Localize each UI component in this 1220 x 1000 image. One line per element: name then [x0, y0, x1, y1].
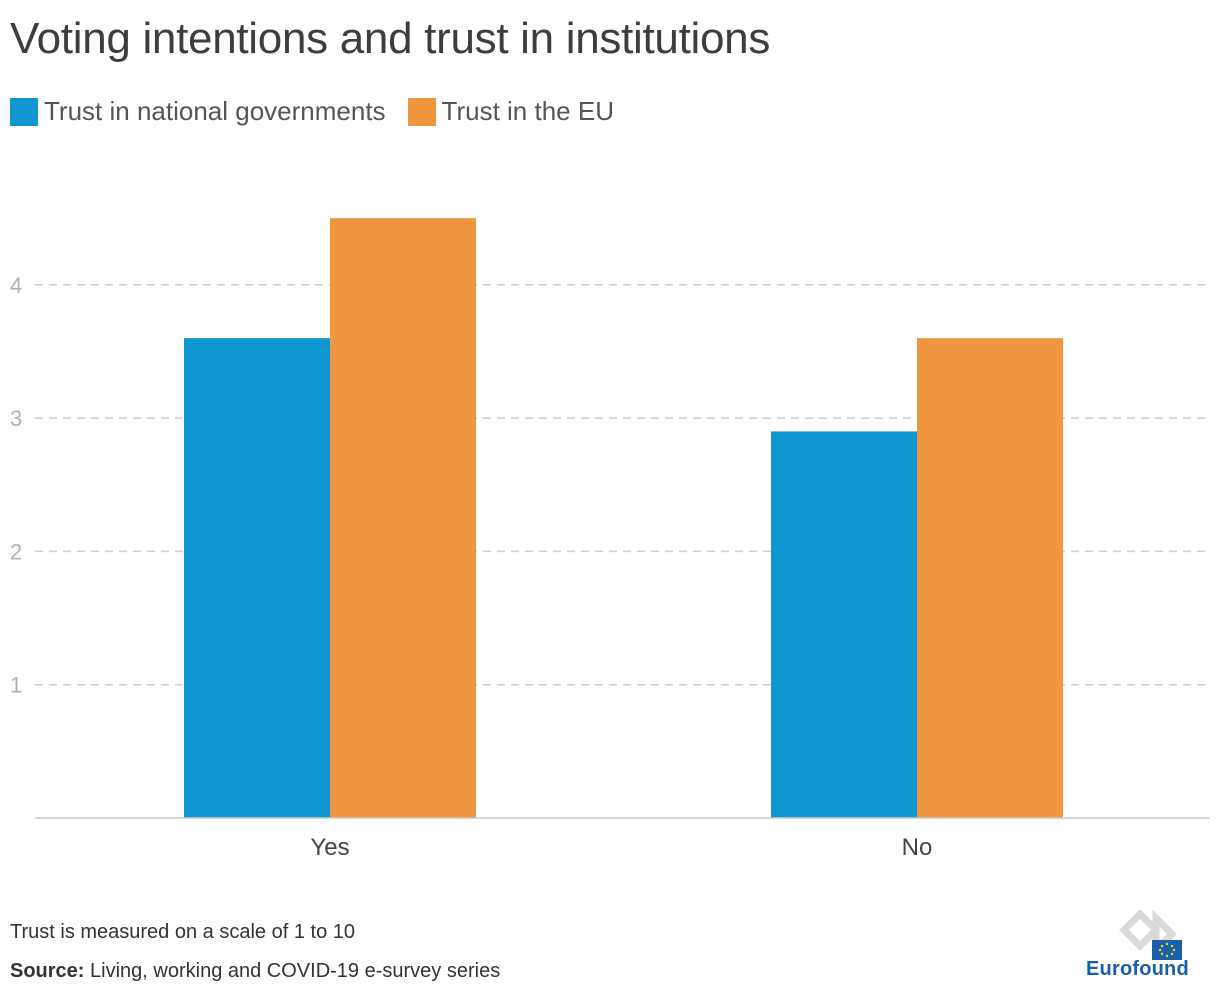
source-text: Living, working and COVID-19 e-survey se…	[90, 960, 501, 982]
bar-yes-series-0	[184, 338, 330, 818]
chart-title: Voting intentions and trust in instituti…	[10, 14, 771, 63]
bar-no-series-1	[917, 338, 1063, 818]
chart-note: Trust is measured on a scale of 1 to 10	[10, 921, 355, 943]
x-category-label-yes: Yes	[310, 834, 349, 861]
y-tick-label-1: 1	[10, 673, 22, 698]
eurofound-logo: Eurofound	[1086, 910, 1196, 985]
bar-no-series-0	[771, 431, 917, 818]
legend-label-national-governments: Trust in national governments	[44, 96, 386, 126]
logo-text: Eurofound	[1086, 958, 1189, 980]
y-tick-label-2: 2	[10, 539, 22, 564]
y-tick-label-3: 3	[10, 406, 22, 431]
legend-item-eu: Trust in the EU	[407, 96, 614, 127]
chart-legend: Trust in national governments Trust in t…	[10, 96, 636, 127]
legend-item-national-governments: Trust in national governments	[10, 96, 386, 127]
source-label: Source:	[10, 960, 85, 982]
chart-source: Source: Living, working and COVID-19 e-s…	[10, 960, 500, 983]
legend-swatch-eu	[407, 97, 436, 126]
x-category-label-no: No	[902, 834, 933, 861]
bar-yes-series-1	[330, 218, 476, 818]
eurofound-logo-icon	[1119, 910, 1182, 960]
bar-chart: 1 2 3 4 Yes No	[10, 218, 1210, 861]
legend-label-eu: Trust in the EU	[441, 96, 614, 126]
legend-swatch-national-governments	[10, 97, 38, 126]
y-tick-label-4: 4	[10, 273, 22, 298]
